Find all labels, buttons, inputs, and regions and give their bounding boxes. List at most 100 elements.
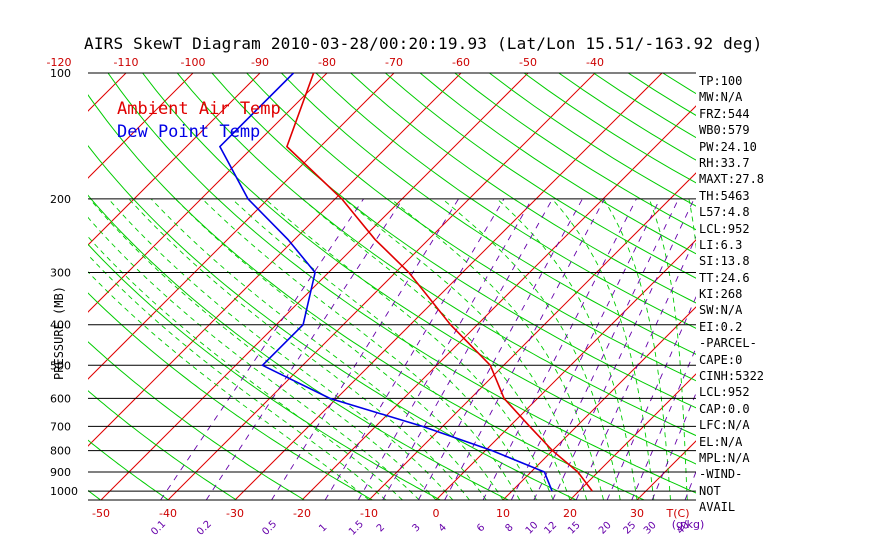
isotherm-line bbox=[502, 306, 696, 500]
dry-adiabat-line bbox=[176, 73, 696, 437]
mixing-ratio-line bbox=[533, 198, 679, 500]
moist-adiabat-line bbox=[201, 198, 521, 500]
moist-adiabat-line bbox=[89, 198, 437, 500]
stat-item: CINH:5322 bbox=[699, 369, 765, 384]
stat-item: FRZ:544 bbox=[699, 106, 750, 121]
background-lines bbox=[0, 73, 696, 500]
bottom-temp-tick-label: 10 bbox=[496, 507, 510, 520]
moist-adiabat-line bbox=[231, 198, 537, 500]
mixing-ratio-tick-label: 6 bbox=[475, 522, 487, 534]
moist-adiabat-line bbox=[88, 254, 387, 500]
mixing-ratio-tick-label: 0.5 bbox=[260, 519, 279, 538]
dry-adiabat-line bbox=[315, 73, 696, 329]
pressure-tick-label: 600 bbox=[50, 392, 71, 405]
mixing-ratio-line bbox=[160, 198, 364, 500]
pressure-tick-label: 800 bbox=[50, 445, 71, 458]
isotherm-line bbox=[88, 73, 462, 447]
dry-adiabat-line bbox=[419, 73, 696, 255]
top-temp-tick-label: -70 bbox=[385, 56, 403, 69]
bottom-temp-tick-label: 0 bbox=[433, 507, 440, 520]
dry-adiabat-line bbox=[107, 73, 696, 494]
bottom-temp-tick-label: -10 bbox=[360, 507, 378, 520]
stat-item: -PARCEL- bbox=[699, 336, 757, 351]
mixing-ratio-tick-label: 25 bbox=[622, 520, 639, 537]
bottom-temp-tick-label: 30 bbox=[630, 507, 644, 520]
dry-adiabat-line bbox=[88, 94, 645, 500]
mixing-ratio-tick-label: 10 bbox=[524, 520, 541, 537]
dry-adiabat-line bbox=[281, 73, 696, 355]
top-temp-tick-label: -60 bbox=[452, 56, 470, 69]
isotherm-line bbox=[569, 373, 696, 500]
mixing-ratio-tick-label: 15 bbox=[566, 520, 583, 537]
isotherm-line bbox=[167, 73, 596, 500]
bottom-temp-tick-label: 20 bbox=[563, 507, 577, 520]
moist-adiabat-line bbox=[302, 198, 571, 500]
pressure-tick-label: 100 bbox=[50, 67, 71, 80]
pressure-tick-label: 1000 bbox=[50, 485, 78, 498]
dry-adiabat-line bbox=[88, 144, 577, 500]
stat-item: KI:268 bbox=[699, 287, 743, 302]
isotherm-line bbox=[88, 73, 194, 179]
moist-adiabat-line bbox=[648, 198, 688, 500]
dry-adiabat-line bbox=[88, 439, 169, 500]
top-temp-tick-label: -80 bbox=[318, 56, 336, 69]
mixing-ratio-tick-label: 0.1 bbox=[149, 519, 168, 538]
stat-item: LCL:952 bbox=[699, 221, 750, 236]
mixing-ratio-tick-label: 30 bbox=[642, 520, 659, 537]
chart-title: AIRS SkewT Diagram 2010-03-28/00:20:19.9… bbox=[84, 34, 763, 53]
dry-adiabat-line bbox=[88, 243, 441, 500]
stat-item: CAP:0.0 bbox=[699, 401, 750, 416]
bottom-temp-tick-label: -20 bbox=[293, 507, 311, 520]
moist-adiabat-line bbox=[264, 198, 554, 500]
dry-adiabat-line bbox=[350, 73, 696, 304]
isotherm-line bbox=[88, 73, 261, 246]
stat-item: WB0:579 bbox=[699, 123, 750, 138]
stat-item: TP:100 bbox=[699, 74, 743, 88]
stat-item: RH:33.7 bbox=[699, 155, 750, 170]
stat-item: LFC:N/A bbox=[699, 418, 750, 433]
moist-adiabat-line bbox=[442, 198, 621, 500]
pressure-tick-label: 900 bbox=[50, 466, 71, 479]
moist-adiabat-line bbox=[496, 198, 638, 500]
legend-dewpoint-temp: Dew Point Temp bbox=[117, 122, 261, 142]
mixing-ratio-tick-label: 1.5 bbox=[347, 519, 366, 538]
isobars bbox=[88, 72, 696, 501]
moist-adiabat-line bbox=[108, 198, 454, 500]
pressure-tick-label: 300 bbox=[50, 267, 71, 280]
stat-item: PW:24.10 bbox=[699, 139, 757, 154]
stat-item: SW:N/A bbox=[699, 303, 743, 318]
pressure-tick-label: 500 bbox=[50, 359, 71, 372]
moist-adiabat-line bbox=[150, 198, 487, 500]
legend-ambient-temp: Ambient Air Temp bbox=[117, 99, 281, 119]
stat-item: TT:24.6 bbox=[699, 270, 750, 285]
isotherm-line bbox=[0, 73, 59, 500]
top-temp-tick-label: -100 bbox=[181, 56, 206, 69]
mixing-ratio-tick-label: 2 bbox=[375, 522, 387, 534]
mixing-ratio-line bbox=[482, 198, 637, 500]
stat-item: MPL:N/A bbox=[699, 450, 750, 465]
bottom-temp-tick-label: -40 bbox=[159, 507, 177, 520]
mixing-ratio-tick-label: 4 bbox=[437, 522, 449, 534]
dry-adiabat-line bbox=[88, 489, 101, 500]
moist-adiabat-line bbox=[88, 236, 403, 500]
stat-item: -WIND- bbox=[699, 467, 743, 482]
mixing-ratio-tick-label: 8 bbox=[503, 522, 515, 534]
stat-item: TH:5463 bbox=[699, 188, 750, 203]
mixing-ratio-line bbox=[357, 198, 533, 500]
dewpoint-profile-line bbox=[218, 73, 553, 492]
dry-adiabat-line bbox=[88, 390, 237, 500]
stat-item: AVAIL bbox=[699, 500, 736, 515]
profiles bbox=[218, 73, 593, 492]
mixing-ratio-tick-label: 1 bbox=[317, 522, 329, 534]
bottom-temp-tick-label: -50 bbox=[92, 507, 110, 520]
stat-item: EL:N/A bbox=[699, 434, 743, 449]
mixing-ratio-line bbox=[552, 198, 695, 500]
bottom-temp-tick-label: -30 bbox=[226, 507, 244, 520]
stat-item: NOT bbox=[699, 483, 721, 498]
moist-adiabat-line bbox=[175, 198, 504, 500]
mixing-ratio-line bbox=[324, 198, 505, 500]
dry-adiabat-line bbox=[88, 292, 373, 500]
isotherm-line bbox=[301, 105, 696, 500]
y-axis-label: PRESSURE (MB) bbox=[52, 286, 66, 380]
